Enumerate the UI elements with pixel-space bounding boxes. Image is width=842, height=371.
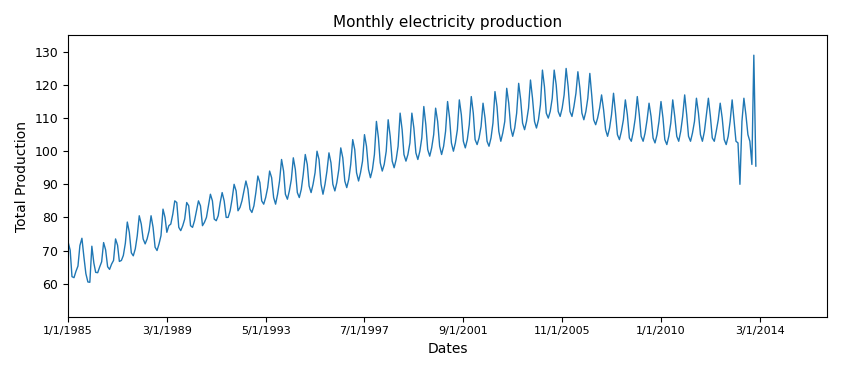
Title: Monthly electricity production: Monthly electricity production [333,15,562,30]
X-axis label: Dates: Dates [428,342,468,356]
Y-axis label: Total Production: Total Production [15,121,29,232]
